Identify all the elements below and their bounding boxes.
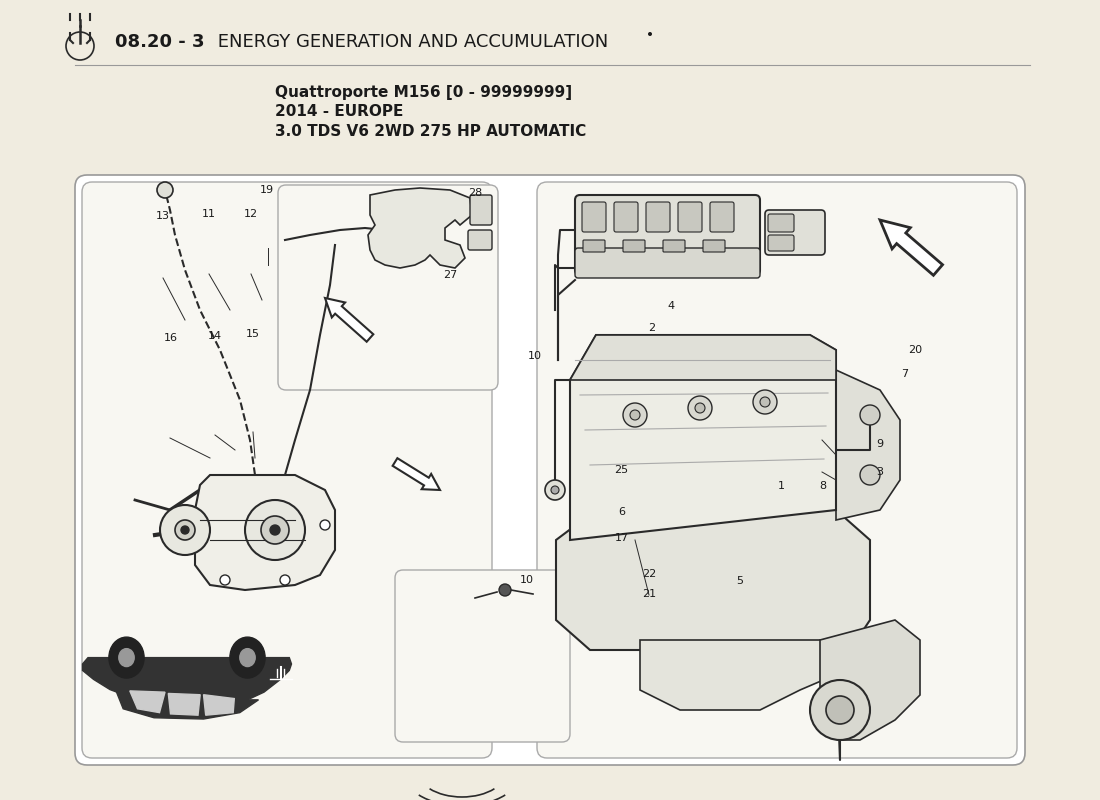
FancyBboxPatch shape [75, 175, 1025, 765]
FancyBboxPatch shape [646, 202, 670, 232]
Circle shape [320, 520, 330, 530]
Circle shape [544, 480, 565, 500]
Text: 6: 6 [618, 507, 625, 517]
Text: 12: 12 [244, 210, 257, 219]
Text: 10: 10 [520, 575, 534, 585]
Polygon shape [556, 510, 870, 650]
Text: 9: 9 [877, 439, 883, 449]
Circle shape [499, 584, 512, 596]
Text: 25: 25 [615, 466, 628, 475]
Circle shape [810, 680, 870, 740]
Text: 2: 2 [648, 323, 654, 333]
Text: 3.0 TDS V6 2WD 275 HP AUTOMATIC: 3.0 TDS V6 2WD 275 HP AUTOMATIC [275, 125, 586, 139]
Circle shape [245, 500, 305, 560]
FancyBboxPatch shape [614, 202, 638, 232]
Text: 7: 7 [901, 370, 908, 379]
FancyBboxPatch shape [470, 195, 492, 225]
FancyBboxPatch shape [703, 240, 725, 252]
Text: ENERGY GENERATION AND ACCUMULATION: ENERGY GENERATION AND ACCUMULATION [212, 33, 608, 51]
FancyBboxPatch shape [582, 202, 606, 232]
Circle shape [66, 32, 94, 60]
Polygon shape [324, 298, 373, 342]
Text: 19: 19 [261, 186, 274, 195]
Text: 1: 1 [778, 482, 784, 491]
FancyBboxPatch shape [537, 182, 1018, 758]
FancyBboxPatch shape [395, 570, 570, 742]
Polygon shape [368, 188, 472, 268]
FancyBboxPatch shape [663, 240, 685, 252]
Text: 15: 15 [246, 330, 260, 339]
Text: 5: 5 [736, 576, 743, 586]
Text: Quattroporte M156 [0 - 99999999]: Quattroporte M156 [0 - 99999999] [275, 85, 572, 99]
Polygon shape [393, 458, 440, 490]
Text: 14: 14 [208, 331, 221, 341]
Polygon shape [640, 640, 870, 710]
FancyBboxPatch shape [575, 248, 760, 278]
Circle shape [648, 32, 652, 36]
Circle shape [175, 520, 195, 540]
FancyBboxPatch shape [468, 230, 492, 250]
Text: 17: 17 [615, 533, 628, 542]
Circle shape [826, 696, 854, 724]
FancyBboxPatch shape [278, 185, 498, 390]
Text: 22: 22 [642, 570, 656, 579]
Polygon shape [195, 475, 336, 590]
Text: 08.20 - 3: 08.20 - 3 [116, 33, 205, 51]
Circle shape [623, 403, 647, 427]
Circle shape [754, 390, 777, 414]
FancyBboxPatch shape [82, 182, 492, 758]
Circle shape [551, 486, 559, 494]
Text: 3: 3 [877, 467, 883, 477]
FancyBboxPatch shape [768, 235, 794, 251]
FancyBboxPatch shape [583, 240, 605, 252]
Text: 11: 11 [202, 210, 216, 219]
Circle shape [157, 182, 173, 198]
Circle shape [182, 526, 189, 534]
Text: 8: 8 [820, 482, 826, 491]
Text: 4: 4 [668, 301, 674, 310]
Circle shape [220, 575, 230, 585]
Text: 27: 27 [443, 270, 458, 280]
Polygon shape [570, 335, 836, 380]
Text: 20: 20 [909, 346, 922, 355]
Polygon shape [880, 220, 943, 275]
Text: 28: 28 [468, 188, 482, 198]
FancyBboxPatch shape [623, 240, 645, 252]
Polygon shape [570, 335, 836, 540]
FancyBboxPatch shape [678, 202, 702, 232]
Text: 10: 10 [528, 351, 541, 361]
Circle shape [261, 516, 289, 544]
Circle shape [630, 410, 640, 420]
Polygon shape [836, 370, 900, 520]
Text: 13: 13 [156, 211, 169, 221]
FancyBboxPatch shape [575, 195, 760, 275]
Circle shape [860, 405, 880, 425]
Circle shape [688, 396, 712, 420]
Text: 2014 - EUROPE: 2014 - EUROPE [275, 105, 404, 119]
Polygon shape [820, 620, 920, 740]
Circle shape [280, 575, 290, 585]
Circle shape [270, 525, 280, 535]
Circle shape [760, 397, 770, 407]
FancyBboxPatch shape [10, 5, 1090, 795]
Text: 21: 21 [642, 590, 656, 599]
Circle shape [860, 465, 880, 485]
FancyBboxPatch shape [710, 202, 734, 232]
FancyBboxPatch shape [768, 214, 794, 232]
Text: 16: 16 [164, 334, 177, 343]
Circle shape [695, 403, 705, 413]
FancyBboxPatch shape [764, 210, 825, 255]
Circle shape [160, 505, 210, 555]
